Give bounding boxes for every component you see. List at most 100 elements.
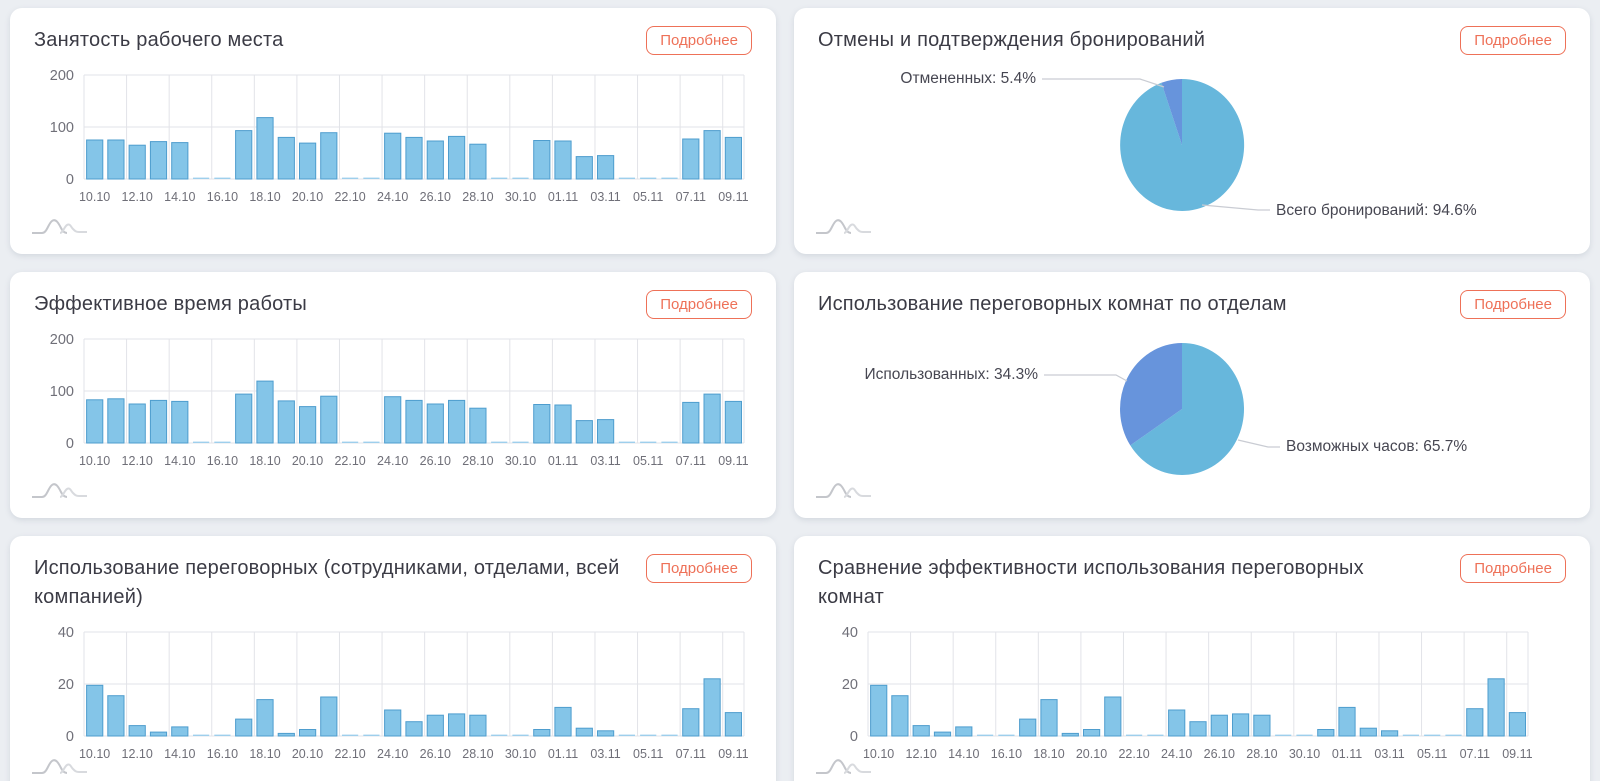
svg-text:30.10: 30.10 [505,747,536,761]
bar-chart: 0 20 40 10.10 12.10 14.10 16.10 18.10 20.10 22.10… [818,624,1566,779]
svg-text:22.10: 22.10 [334,190,365,204]
details-button[interactable]: Подробнее [1460,554,1566,583]
svg-text:24.10: 24.10 [377,747,408,761]
card-meeting-room-efficiency: Сравнение эффективности использования пе… [794,536,1590,781]
card-bookings-cancellations: Отмены и подтверждения бронирований Подр… [794,8,1590,254]
svg-text:20: 20 [842,677,858,693]
svg-text:12.10: 12.10 [122,190,153,204]
amcharts-logo-icon[interactable] [30,213,90,242]
svg-text:18.10: 18.10 [1033,747,1064,761]
svg-text:09.11: 09.11 [718,190,748,204]
svg-text:28.10: 28.10 [462,190,493,204]
card-header: Использование переговорных комнат по отд… [818,290,1566,319]
svg-text:26.10: 26.10 [1204,747,1235,761]
details-button[interactable]: Подробнее [1460,290,1566,319]
svg-text:01.11: 01.11 [548,747,578,761]
card-title: Использование переговорных комнат по отд… [818,293,1287,315]
svg-text:40: 40 [58,625,74,641]
svg-text:26.10: 26.10 [420,190,451,204]
svg-text:24.10: 24.10 [1161,747,1192,761]
svg-text:0: 0 [66,436,74,452]
svg-text:09.11: 09.11 [718,454,748,468]
bar-chart: 0 20 40 10.10 12.10 14.10 16.10 18.10 20.10 22.10… [34,624,752,779]
card-header: Сравнение эффективности использования пе… [818,554,1566,612]
svg-text:Возможных часов: 65.7%: Возможных часов: 65.7% [1286,438,1467,455]
svg-text:07.11: 07.11 [676,454,706,468]
svg-text:10.10: 10.10 [863,747,894,761]
svg-text:10.10: 10.10 [79,190,110,204]
card-header: Эффективное время работы Подробнее [34,290,752,319]
amcharts-logo-icon[interactable] [30,753,90,781]
svg-text:22.10: 22.10 [334,747,365,761]
amcharts-logo-icon[interactable] [814,213,874,242]
svg-text:10.10: 10.10 [79,454,110,468]
svg-text:Использованных: 34.3%: Использованных: 34.3% [865,366,1039,383]
svg-text:0: 0 [850,729,858,745]
svg-text:28.10: 28.10 [462,454,493,468]
svg-text:09.11: 09.11 [1502,747,1532,761]
card-meeting-rooms-by-department: Использование переговорных комнат по отд… [794,272,1590,518]
svg-text:Всего бронирований: 94.6%: Всего бронирований: 94.6% [1276,202,1477,219]
svg-text:03.11: 03.11 [590,747,620,761]
svg-text:05.11: 05.11 [633,747,663,761]
svg-text:16.10: 16.10 [207,747,238,761]
svg-text:30.10: 30.10 [505,454,536,468]
amcharts-logo-icon[interactable] [30,477,90,506]
svg-text:20.10: 20.10 [292,747,323,761]
svg-text:28.10: 28.10 [1246,747,1277,761]
svg-text:18.10: 18.10 [249,454,280,468]
svg-text:01.11: 01.11 [548,190,578,204]
svg-text:01.11: 01.11 [548,454,578,468]
svg-text:30.10: 30.10 [1289,747,1320,761]
svg-text:28.10: 28.10 [462,747,493,761]
details-button[interactable]: Подробнее [646,26,752,55]
svg-text:12.10: 12.10 [906,747,937,761]
svg-text:22.10: 22.10 [1118,747,1149,761]
svg-text:07.11: 07.11 [676,747,706,761]
svg-text:09.11: 09.11 [718,747,748,761]
svg-text:200: 200 [50,332,74,348]
svg-text:16.10: 16.10 [991,747,1022,761]
details-button[interactable]: Подробнее [646,290,752,319]
svg-text:14.10: 14.10 [164,454,195,468]
svg-text:0: 0 [66,729,74,745]
svg-text:40: 40 [842,625,858,641]
card-effective-work-time: Эффективное время работы Подробнее 0 100 2… [10,272,776,518]
svg-text:07.11: 07.11 [1460,747,1490,761]
card-title: Использование переговорных (сотрудниками… [34,557,620,608]
svg-text:200: 200 [50,68,74,84]
svg-text:07.11: 07.11 [676,190,706,204]
card-header: Отмены и подтверждения бронирований Подр… [818,26,1566,55]
bar-chart: 0 100 200 10.10 12.10 14.10 16.10 18.10 20.10 22.… [34,331,752,486]
svg-text:18.10: 18.10 [249,190,280,204]
card-title: Эффективное время работы [34,293,307,315]
svg-text:05.11: 05.11 [633,454,663,468]
card-header: Использование переговорных (сотрудниками… [34,554,752,612]
svg-text:24.10: 24.10 [377,454,408,468]
details-button[interactable]: Подробнее [1460,26,1566,55]
svg-text:05.11: 05.11 [1417,747,1447,761]
svg-text:16.10: 16.10 [207,454,238,468]
svg-text:100: 100 [50,120,74,136]
svg-text:26.10: 26.10 [420,454,451,468]
svg-text:12.10: 12.10 [122,747,153,761]
svg-text:16.10: 16.10 [207,190,238,204]
pie-chart: Отмененных: 5.4% Всего бронирований: 94.6… [818,55,1566,230]
svg-text:26.10: 26.10 [420,747,451,761]
card-header: Занятость рабочего места Подробнее [34,26,752,55]
amcharts-logo-icon[interactable] [814,753,874,781]
svg-text:14.10: 14.10 [164,190,195,204]
card-title: Отмены и подтверждения бронирований [818,29,1206,51]
pie-chart: Использованных: 34.3% Возможных часов: 65… [818,319,1566,494]
svg-text:20: 20 [58,677,74,693]
svg-text:20.10: 20.10 [1076,747,1107,761]
amcharts-logo-icon[interactable] [814,477,874,506]
card-title: Сравнение эффективности использования пе… [818,557,1364,608]
details-button[interactable]: Подробнее [646,554,752,583]
svg-text:12.10: 12.10 [122,454,153,468]
card-meeting-room-usage: Использование переговорных (сотрудниками… [10,536,776,781]
svg-text:20.10: 20.10 [292,190,323,204]
svg-text:05.11: 05.11 [633,190,663,204]
svg-text:0: 0 [66,172,74,188]
svg-text:30.10: 30.10 [505,190,536,204]
